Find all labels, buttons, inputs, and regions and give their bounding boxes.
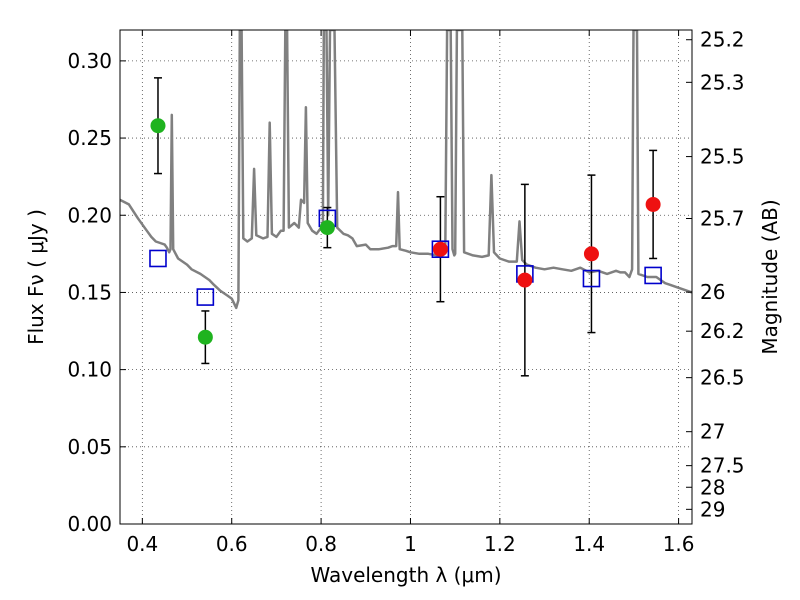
tick-layer: 0.4 0.6 0.8 1 1.2 1.4 1.6 0.00 0.05 0.10 0.15 0.20 0… [67,28,744,556]
spectrum-layer [120,30,692,310]
x-tick-label: 1.4 [573,532,605,556]
x-tick-label: 1.2 [484,532,516,556]
data-point-circle [432,241,448,257]
x-tick-label: 0.6 [216,532,248,556]
right-tick-label: 28 [700,475,725,499]
right-tick-label: 27.5 [700,454,745,478]
right-axis-title: Magnitude (AB) [758,199,782,354]
data-point-circle [197,329,213,345]
data-point-circle [583,246,599,262]
right-tick-label: 26 [700,280,725,304]
right-tick-label: 29 [700,497,725,521]
model-square-marker [644,266,662,285]
plot-frame [119,29,693,525]
model-square-marker [149,249,167,268]
y-axis-title: Flux Fν ( μJy ) [24,209,48,345]
model-square-marker [582,269,601,288]
right-tick-label: 26.5 [700,366,745,390]
data-point-circle [517,272,533,288]
marker-layer [149,77,662,377]
right-tick-label: 25.3 [700,70,745,94]
x-tick-label: 1.6 [663,532,695,556]
plot-background [120,30,692,524]
x-tick-label: 0.4 [126,532,158,556]
data-point-circle [319,220,335,236]
y-tick-label: 0.20 [67,203,112,227]
right-tick-label: 25.2 [700,28,745,52]
spectrum-line [120,30,692,310]
x-axis-title: Wavelength λ (μm) [310,563,501,587]
x-tick-label: 0.8 [305,532,337,556]
right-tick-label: 27 [700,420,725,444]
right-tick-label: 25.7 [700,206,745,230]
data-point-circle [150,118,166,134]
right-tick-label: 25.5 [700,145,745,169]
y-tick-label: 0.30 [67,49,112,73]
y-tick-label: 0.05 [67,435,112,459]
y-tick-label: 0.10 [67,358,112,382]
y-tick-label: 0.15 [67,280,112,304]
right-tick-label: 26.2 [700,319,745,343]
data-point-circle [645,196,661,212]
y-tick-label: 0.25 [67,126,112,150]
x-tick-label: 1 [404,532,417,556]
model-square-marker [196,288,215,306]
model-square-marker [431,240,450,259]
y-tick-label: 0.00 [67,512,112,536]
